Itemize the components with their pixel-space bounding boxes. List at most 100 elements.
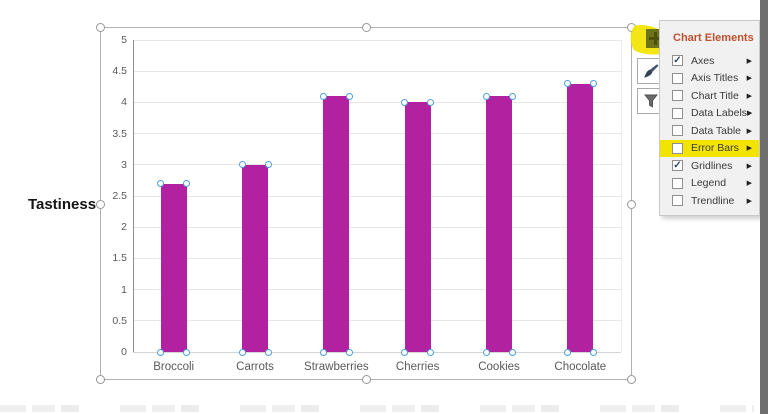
menu-item-label: Error Bars xyxy=(691,142,739,155)
bar-selection-handle xyxy=(345,92,353,100)
bar-cherries[interactable] xyxy=(404,102,431,352)
menu-item-trendline[interactable]: Trendline ▶ xyxy=(660,192,759,210)
bar-selection-handle xyxy=(183,180,191,188)
bar-selection-handle xyxy=(427,348,435,356)
y-axis-tick-label[interactable]: 2.5 xyxy=(112,190,127,202)
submenu-arrow-icon[interactable]: ▶ xyxy=(746,162,752,170)
submenu-arrow-icon[interactable]: ▶ xyxy=(746,145,752,153)
gridline xyxy=(133,133,621,135)
bar-selection-handle xyxy=(319,348,327,356)
menu-item-axis-titles[interactable]: Axis Titles ▶ xyxy=(660,70,759,88)
bar-selection-handle xyxy=(345,348,353,356)
bar-selection-handle xyxy=(319,92,327,100)
bar-selection-handle xyxy=(157,348,165,356)
checkbox-unchecked-icon[interactable] xyxy=(672,107,683,119)
y-axis-tick-label[interactable]: 0 xyxy=(121,346,127,358)
gridline xyxy=(133,164,621,166)
y-axis-tick-label[interactable]: 5 xyxy=(121,34,127,46)
bar-selection-handle xyxy=(401,348,409,356)
horizontal-axis-line[interactable] xyxy=(133,352,621,353)
bar-strawberries[interactable] xyxy=(323,96,350,352)
menu-item-axes[interactable]: ✓ Axes ▶ xyxy=(660,52,759,70)
submenu-arrow-icon[interactable]: ▶ xyxy=(746,92,752,100)
menu-item-chart-title[interactable]: Chart Title ▶ xyxy=(660,87,759,105)
bar-selection-handle xyxy=(238,348,246,356)
bar-selection-handle xyxy=(508,92,516,100)
y-axis-tick-label[interactable]: 1 xyxy=(121,283,127,296)
bar-carrots[interactable] xyxy=(242,164,268,352)
bar-selection-handle xyxy=(563,80,571,88)
checkbox-unchecked-icon[interactable] xyxy=(672,72,683,84)
menu-item-legend[interactable]: Legend ▶ xyxy=(660,175,759,193)
menu-item-label: Chart Title xyxy=(691,89,739,102)
checkbox-checked-icon[interactable]: ✓ xyxy=(672,55,683,67)
bar-selection-handle xyxy=(264,161,272,169)
menu-item-label: Gridlines xyxy=(691,159,733,172)
submenu-arrow-icon[interactable]: ▶ xyxy=(747,110,753,118)
gridline xyxy=(133,101,621,103)
menu-item-data-table[interactable]: Data Table ▶ xyxy=(660,122,759,140)
bar-cookies[interactable] xyxy=(486,96,512,352)
x-axis-category-label[interactable]: Chocolate xyxy=(554,361,607,373)
x-axis-category-label[interactable]: Cookies xyxy=(478,361,520,373)
checkbox-unchecked-icon[interactable] xyxy=(672,90,683,102)
x-axis-category-label[interactable]: Broccoli xyxy=(153,361,195,373)
flyout-item-list: ✓ Axes ▶ Axis Titles ▶ Chart Title ▶ Data Label… xyxy=(660,52,759,210)
chart-styles-button[interactable] xyxy=(637,58,664,84)
resize-handle-top-middle[interactable] xyxy=(362,23,371,32)
menu-item-error-bars[interactable]: Error Bars ▶ xyxy=(660,139,759,157)
bar-selection-handle xyxy=(482,348,490,356)
checkbox-checked-icon[interactable]: ✓ xyxy=(672,160,683,172)
bar-selection-handle xyxy=(401,98,409,106)
menu-item-label: Data Labels xyxy=(691,107,748,120)
checkbox-unchecked-icon[interactable] xyxy=(672,177,683,189)
submenu-arrow-icon[interactable]: ▶ xyxy=(746,127,752,135)
resize-handle-bottom-left[interactable] xyxy=(96,375,105,384)
checkbox-unchecked-icon[interactable] xyxy=(672,142,683,154)
y-axis-tick-label[interactable]: 1.5 xyxy=(112,252,127,265)
menu-item-label: Axis Titles xyxy=(691,72,739,85)
submenu-arrow-icon[interactable]: ▶ xyxy=(746,57,752,65)
gridline xyxy=(133,39,621,41)
window-edge-strip xyxy=(760,0,768,414)
y-axis-tick-label[interactable]: 3.5 xyxy=(112,127,127,140)
x-axis-category-label[interactable]: Strawberries xyxy=(304,361,369,373)
menu-item-gridlines[interactable]: ✓ Gridlines ▶ xyxy=(660,157,759,175)
resize-handle-top-left[interactable] xyxy=(96,23,105,32)
x-axis-category-label[interactable]: Cherries xyxy=(395,361,440,373)
checkbox-unchecked-icon[interactable] xyxy=(672,125,683,137)
plot-area-right-border xyxy=(621,40,622,352)
bar-selection-handle xyxy=(482,92,490,100)
y-axis-tick-label[interactable]: 0.5 xyxy=(112,314,127,327)
gridline xyxy=(133,226,621,228)
x-axis-category-label[interactable]: Carrots xyxy=(236,361,274,373)
bar-broccoli[interactable] xyxy=(160,183,187,352)
resize-handle-middle-right[interactable] xyxy=(627,199,636,209)
y-axis-tick-label[interactable]: 4 xyxy=(121,96,127,109)
resize-handle-bottom-middle[interactable] xyxy=(362,375,371,384)
chart-elements-flyout: Chart Elements ✓ Axes ▶ Axis Titles ▶ Chart T… xyxy=(659,20,760,216)
resize-handle-bottom-right[interactable] xyxy=(627,375,636,384)
vertical-axis-title[interactable]: Tastiness xyxy=(27,196,97,213)
bar-selection-handle xyxy=(589,80,597,88)
submenu-arrow-icon[interactable]: ▶ xyxy=(746,197,752,205)
funnel-icon xyxy=(643,94,658,108)
vertical-axis-line[interactable] xyxy=(133,40,134,352)
bar-chocolate[interactable] xyxy=(567,83,594,352)
submenu-arrow-icon[interactable]: ▶ xyxy=(746,75,752,83)
y-axis-tick-label[interactable]: 4.5 xyxy=(112,65,127,78)
y-axis-tick-label[interactable]: 2 xyxy=(121,221,127,234)
submenu-arrow-icon[interactable]: ▶ xyxy=(746,180,752,188)
gridline xyxy=(133,70,621,72)
bar-selection-handle xyxy=(508,348,516,356)
bar-selection-handle xyxy=(183,348,191,356)
gridline xyxy=(133,257,621,259)
chart-selection-frame[interactable] xyxy=(96,23,636,384)
checkbox-unchecked-icon[interactable] xyxy=(672,195,683,207)
y-axis-tick-label[interactable]: 3 xyxy=(121,158,127,171)
resize-handle-middle-left[interactable] xyxy=(96,199,105,209)
flyout-title: Chart Elements xyxy=(673,32,754,44)
gridline xyxy=(133,289,621,291)
menu-item-data-labels[interactable]: Data Labels ▶ xyxy=(660,105,759,123)
menu-item-label: Axes xyxy=(691,54,715,67)
